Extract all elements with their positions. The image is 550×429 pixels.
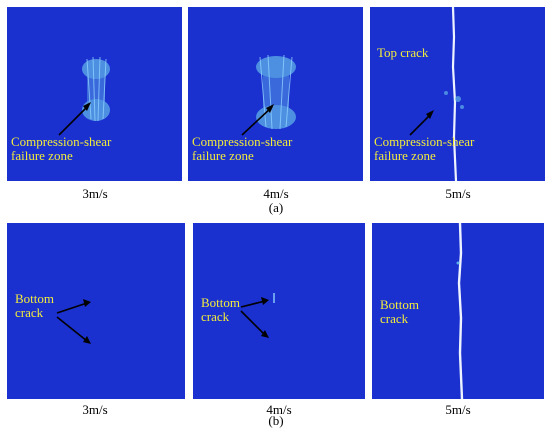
arrow-icon [241, 104, 274, 136]
panel-b-4ms: Bottom crack [193, 223, 365, 399]
speed-label: 5m/s [445, 186, 471, 201]
crack-figure [444, 7, 464, 181]
speed-label: 3m/s [82, 186, 108, 201]
top-crack-label: Top crack [377, 45, 429, 60]
speed-label: 3m/s [82, 402, 108, 417]
panel-a-4ms: Compression-shear failure zone [188, 7, 363, 181]
crack-figure [456, 223, 464, 399]
bottom-crack-label: Bottom crack [380, 297, 420, 326]
panel-b-5ms: Bottom crack [372, 223, 544, 399]
failure-zone-figure [256, 54, 296, 130]
panel-a-5ms: Top crack Compression-shear failure zone [370, 7, 545, 181]
speed-label: 5m/s [445, 402, 471, 417]
panel-b-3ms: Bottom crack [7, 223, 185, 399]
failure-zone-label: Compression-shear failure zone [192, 134, 293, 163]
speed-label: 4m/s [263, 186, 289, 201]
arrow-icon [58, 102, 91, 136]
caption-b: (b) [268, 413, 284, 428]
arrow-icon [56, 299, 91, 344]
bottom-crack-label: Bottom crack [15, 291, 55, 320]
caption-a: (a) [268, 200, 284, 215]
panel-a-3ms: Compression-shear failure zone [7, 7, 182, 181]
failure-zone-label: Compression-shear failure zone [374, 134, 475, 163]
failure-zone-label: Compression-shear failure zone [11, 134, 112, 163]
crack-figure [273, 293, 275, 303]
arrow-icon [409, 110, 434, 136]
arrow-icon [240, 297, 269, 338]
speed-label: 4m/s [266, 402, 292, 417]
bottom-crack-label: Bottom crack [201, 295, 241, 324]
